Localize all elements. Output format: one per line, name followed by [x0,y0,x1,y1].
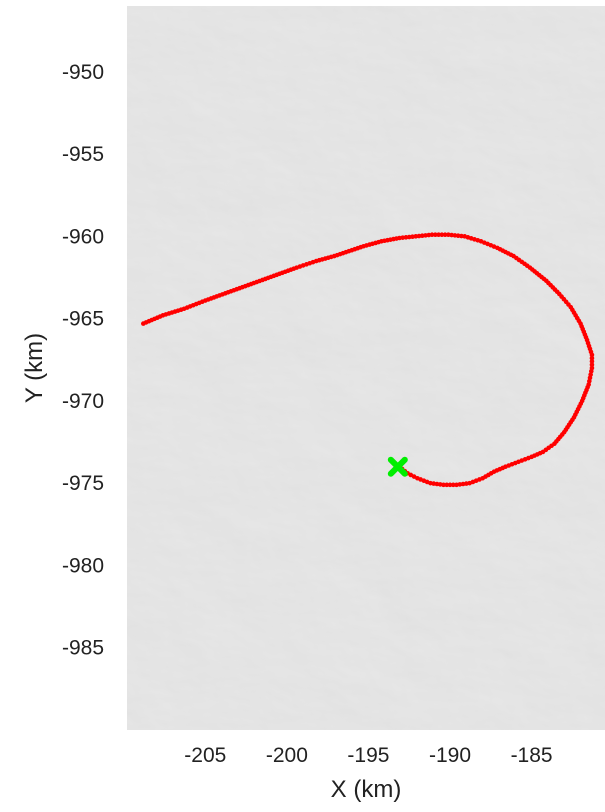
track-point [441,482,446,488]
track-point [589,365,595,371]
track-point [442,232,448,238]
start-marker [387,456,408,477]
track-point [450,482,456,488]
terrain-relief [127,6,605,730]
start-marker-series [387,456,408,477]
y-tick-label: -955 [62,143,104,166]
y-tick-label: -985 [62,637,104,660]
track-series [141,232,595,488]
y-axis-label: Y (km) [21,333,48,403]
y-tick-label: -960 [62,225,104,248]
plot-area [127,6,605,730]
track-point [439,232,445,238]
x-tick-label: -200 [266,744,308,767]
x-axis-ticks: -205 -200 -195 -190 -185 [184,744,552,767]
x-axis-label: X (km) [331,776,402,803]
y-tick-label: -970 [62,390,104,413]
y-tick-label: -980 [62,554,104,577]
track-point [447,482,453,488]
y-tick-label: -975 [62,472,104,495]
track-point [436,232,441,238]
x-tick-label: -185 [511,744,553,767]
track-point [433,232,438,238]
track-point [589,359,595,364]
y-axis-ticks: -950 -955 -960 -965 -970 -975 -980 -985 [62,61,104,660]
start-marker-stroke-b [387,456,408,477]
track-point [444,482,450,488]
track-point [141,321,146,326]
x-tick-label: -190 [429,744,471,767]
x-tick-label: -205 [184,744,226,767]
y-tick-label: -950 [62,61,104,84]
y-tick-label: -965 [62,308,104,331]
track-point [589,362,595,368]
track-point [589,355,595,361]
x-tick-label: -195 [347,744,389,767]
track-point [446,232,451,238]
